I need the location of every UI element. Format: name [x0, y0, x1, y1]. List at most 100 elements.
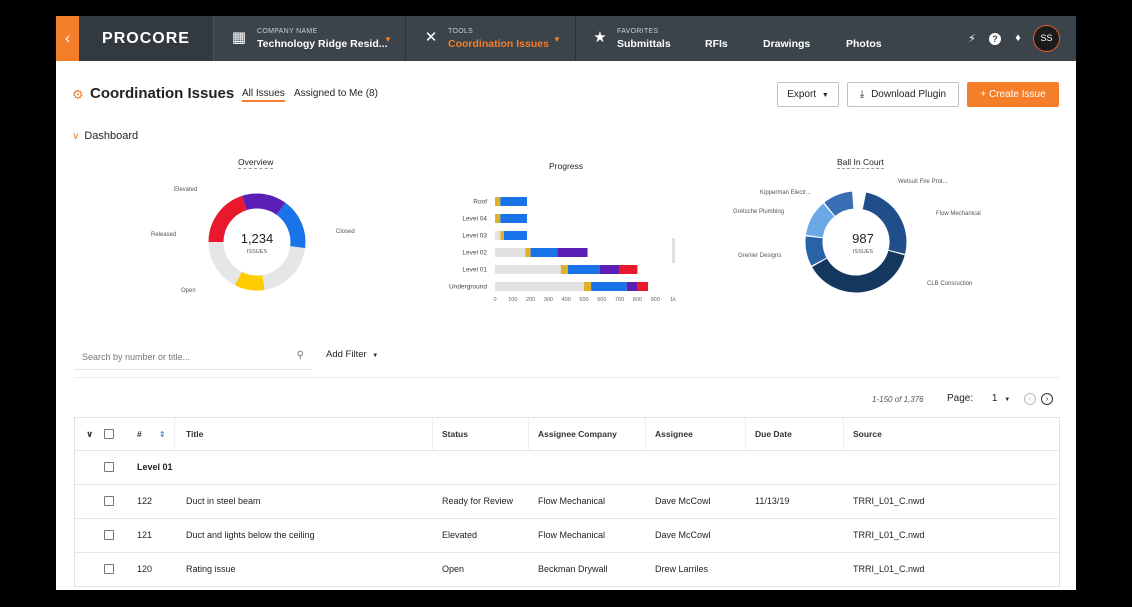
chevron-down-icon[interactable]: ∨ [86, 429, 94, 439]
dashboard-toggle[interactable]: ∨ Dashboard [72, 130, 138, 142]
col-title[interactable]: Title [174, 418, 203, 450]
next-page-icon[interactable]: › [1041, 393, 1053, 405]
add-filter-label: Add Filter [326, 349, 367, 360]
issue-title[interactable]: Duct and lights below the ceiling [186, 530, 315, 540]
tools-label: TOOLS [448, 28, 474, 35]
row-checkbox[interactable] [104, 496, 114, 506]
nav-link-photos[interactable]: Photos [846, 38, 882, 50]
progress-category-label: Level 04 [462, 216, 487, 223]
select-all-checkbox[interactable] [104, 429, 114, 439]
tab-assigned-to-me[interactable]: Assigned to Me (8) [294, 88, 378, 99]
progress-bar-segment [495, 282, 584, 291]
nav-link-rfis[interactable]: RFIs [705, 38, 728, 50]
issue-assignee: Dave McCowl [655, 530, 711, 540]
bic-total: 987 [852, 231, 874, 246]
row-checkbox[interactable] [104, 530, 114, 540]
progress-tick-label: 300 [544, 297, 553, 303]
issue-number: 122 [137, 496, 153, 506]
issues-table: ∨ # ⇕ Title Status Assignee Company Assi… [74, 417, 1060, 587]
donut-slice [805, 203, 835, 238]
bell-icon[interactable]: ♦ [1015, 32, 1021, 44]
progress-bar-segment [525, 248, 531, 257]
issue-title[interactable]: Rating issue [186, 564, 236, 574]
col-assignee[interactable]: Assignee [645, 418, 693, 450]
current-tool: Coordination Issues [448, 38, 549, 50]
procore-logo[interactable]: PROCORE [79, 16, 214, 61]
progress-scrollbar[interactable] [672, 238, 675, 263]
page-title: Coordination Issues [90, 85, 235, 102]
progress-tick-label: 700 [615, 297, 624, 303]
create-issue-button[interactable]: + Create Issue [967, 82, 1059, 107]
overview-total: 1,234 [240, 231, 274, 246]
bic-label-grenier: Grenier Designs [738, 253, 782, 259]
bic-label-flow: Flow Mechanical [936, 211, 981, 217]
col-number[interactable]: # [137, 429, 142, 439]
issue-assignee: Dave McCowl [655, 496, 711, 506]
col-due-date[interactable]: Due Date [745, 418, 792, 450]
company-name: Technology Ridge Resid... [257, 38, 388, 50]
plug-icon[interactable]: ⚡ [968, 33, 976, 45]
help-icon[interactable]: ? [989, 33, 1001, 45]
nav-link-drawings[interactable]: Drawings [763, 38, 811, 50]
export-button[interactable]: Export ▼ [777, 82, 839, 107]
progress-bar-segment [591, 282, 627, 291]
favorite-submittals[interactable]: Submittals [617, 38, 671, 50]
prev-page-icon[interactable]: ‹ [1024, 393, 1036, 405]
ball-in-court-title[interactable]: Ball In Court [837, 157, 884, 169]
tool-selector[interactable]: ✕ TOOLS Coordination Issues ▼ [406, 16, 576, 61]
ball-in-court-donut-chart [805, 191, 907, 293]
chevron-left-icon[interactable]: ‹ [56, 16, 79, 61]
table-row[interactable]: 120 Rating issue Open Beckman Drywall Dr… [75, 553, 1059, 587]
progress-bar-segment [530, 248, 558, 257]
progress-tick-label: 0 [493, 297, 496, 303]
row-checkbox[interactable] [104, 564, 114, 574]
download-plugin-button[interactable]: ⤓ Download Plugin [847, 82, 959, 107]
progress-category-label: Level 02 [462, 250, 487, 257]
progress-title: Progress [549, 161, 584, 171]
overview-unit: ISSUES [246, 249, 268, 255]
avatar[interactable]: SS [1033, 25, 1060, 52]
search-input[interactable] [74, 346, 274, 368]
progress-bar-segment [560, 265, 568, 274]
gear-icon: ⚙ [72, 87, 84, 102]
download-icon: ⤓ [859, 89, 865, 100]
overview-label-elevated: Elevated [174, 187, 198, 193]
progress-bar-segment [637, 282, 649, 291]
issue-title[interactable]: Duct in steel beam [186, 496, 261, 506]
issue-source[interactable]: TRRI_L01_C.nwd [853, 496, 925, 506]
donut-slice [862, 192, 907, 254]
table-row[interactable]: 121 Duct and lights below the ceiling El… [75, 519, 1059, 553]
search-icon[interactable]: ⚲ [296, 350, 304, 361]
page-selector[interactable]: Page: 1 ▼ [947, 393, 1010, 404]
progress-bar-segment [500, 214, 528, 223]
progress-tick-label: 200 [526, 297, 535, 303]
col-status[interactable]: Status [432, 418, 468, 450]
favorites-label: FAVORITES [617, 28, 659, 35]
export-label: Export [787, 89, 817, 100]
issue-source[interactable]: TRRI_L01_C.nwd [853, 564, 925, 574]
bic-label-wetsuit: Wetsuit Fire Prot... [898, 179, 948, 185]
progress-bar-segment [626, 282, 638, 291]
tab-all-issues[interactable]: All Issues [242, 88, 285, 102]
issue-source[interactable]: TRRI_L01_C.nwd [853, 530, 925, 540]
caret-down-icon: ▼ [372, 353, 379, 359]
add-filter-dropdown[interactable]: Add Filter ▼ [326, 349, 378, 360]
progress-bar-segment [495, 265, 561, 274]
progress-bar-segment [619, 265, 638, 274]
company-selector[interactable]: ▦ COMPANY NAME Technology Ridge Resid...… [214, 16, 406, 61]
overview-title[interactable]: Overview [238, 157, 274, 169]
top-nav: ‹ PROCORE ▦ COMPANY NAME Technology Ridg… [56, 16, 1076, 61]
page-label: Page: [947, 393, 974, 404]
col-source[interactable]: Source [843, 418, 882, 450]
bic-label-kipperman: Kipperman Electr... [760, 190, 811, 196]
progress-bar-segment [500, 197, 528, 206]
col-assignee-company[interactable]: Assignee Company [528, 418, 617, 450]
progress-bar-segment [600, 265, 620, 274]
group-checkbox[interactable] [104, 462, 114, 472]
donut-slice [812, 250, 905, 293]
table-row[interactable]: 122 Duct in steel beam Ready for Review … [75, 485, 1059, 519]
page-number: 1 [991, 393, 998, 404]
search-box: ⚲ [74, 346, 312, 370]
donut-slice [242, 193, 286, 216]
sort-icon[interactable]: ⇕ [159, 430, 166, 439]
